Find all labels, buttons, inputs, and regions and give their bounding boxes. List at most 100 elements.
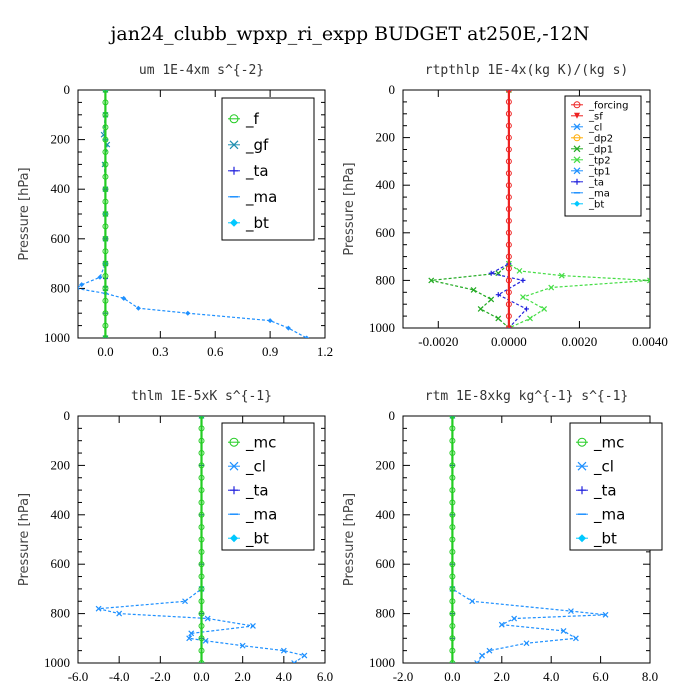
- series-line-dp1: [431, 90, 510, 328]
- panel-title: um 1E-4xm s^{-2}: [139, 63, 264, 78]
- data-point: [548, 284, 555, 291]
- data-point: [488, 270, 494, 276]
- data-point: [488, 296, 495, 303]
- legend-marker: [577, 437, 587, 447]
- data-point: [449, 622, 456, 629]
- legend-label: _dp2: [588, 133, 613, 144]
- data-point: [505, 277, 512, 284]
- series-group: [428, 90, 650, 328]
- data-point: [511, 615, 518, 622]
- data-point: [572, 635, 579, 642]
- legend-marker: [229, 114, 239, 124]
- x-tick-label: -2.0: [150, 669, 171, 684]
- data-point: [102, 335, 109, 338]
- x-tick-label: 0.0040: [632, 334, 668, 349]
- legend-marker: [229, 437, 239, 447]
- legend-label: _ma: [593, 505, 625, 524]
- data-point: [449, 573, 456, 580]
- data-point: [449, 499, 456, 506]
- data-point: [505, 253, 512, 260]
- x-tick-label: 6.0: [592, 669, 608, 684]
- legend-marker: [573, 123, 581, 131]
- x-tick-label: -2.0: [393, 669, 414, 684]
- data-point: [188, 630, 195, 637]
- y-tick-label: 200: [51, 132, 71, 147]
- legend-label: _f: [245, 110, 260, 129]
- legend-marker: [573, 145, 581, 153]
- y-tick-label: 600: [376, 225, 396, 240]
- data-point: [267, 318, 273, 324]
- series-group: [449, 416, 609, 663]
- legend: _forcing_sf_cl_dp2_dp1_tp2_tp1_ta_ma_bt: [564, 95, 642, 217]
- legend-marker: [574, 178, 580, 185]
- data-point: [505, 146, 512, 153]
- x-tick-label: 0.0000: [491, 334, 527, 349]
- data-point: [102, 297, 109, 304]
- x-tick-label: 6.0: [317, 669, 333, 684]
- data-point: [102, 198, 109, 205]
- legend-label: _ta: [245, 481, 269, 500]
- data-point: [102, 186, 109, 193]
- data-point: [560, 627, 567, 634]
- data-point: [523, 640, 530, 647]
- y-tick-label: 1000: [44, 655, 70, 670]
- legend-label: _ma: [588, 188, 610, 199]
- x-tick-label: -0.0020: [418, 334, 458, 349]
- data-point: [449, 635, 456, 642]
- x-tick-label: 8.0: [642, 669, 658, 684]
- data-point: [449, 598, 456, 605]
- data-point: [541, 306, 548, 312]
- data-point: [505, 217, 512, 224]
- y-tick-label: 1000: [44, 330, 70, 345]
- legend: _mc _cl _ta _ma _bt: [569, 422, 663, 551]
- data-point: [520, 294, 526, 300]
- y-tick-label: 800: [376, 606, 396, 621]
- data-point: [291, 660, 298, 663]
- x-tick-label: -4.0: [109, 669, 130, 684]
- data-point: [505, 110, 512, 117]
- legend-marker: [229, 461, 239, 471]
- data-point: [505, 229, 512, 236]
- data-point: [102, 260, 109, 267]
- x-tick-label: 4.0: [543, 669, 559, 684]
- y-tick-label: 0: [389, 82, 396, 97]
- legend-marker: [229, 140, 239, 150]
- x-tick-label: 2.0: [494, 669, 510, 684]
- data-point: [198, 499, 205, 506]
- data-point: [102, 161, 109, 168]
- data-point: [121, 295, 127, 301]
- legend-label: _cl: [593, 457, 614, 476]
- legend-marker: [574, 112, 580, 119]
- x-tick-label: 4.0: [276, 669, 292, 684]
- y-tick-label: 200: [51, 457, 71, 472]
- x-tick-label: 0.9: [262, 344, 278, 359]
- legend-label: _ma: [245, 505, 277, 524]
- y-tick-label: 800: [376, 272, 396, 287]
- data-point: [449, 487, 456, 494]
- x-tick-label: 0.0: [193, 669, 209, 684]
- x-tick-label: 2.0: [235, 669, 251, 684]
- data-point: [505, 90, 512, 93]
- y-tick-label: 400: [51, 507, 71, 522]
- data-point: [280, 647, 287, 654]
- data-point: [198, 622, 205, 629]
- data-point: [647, 277, 650, 284]
- y-axis-label: Pressure [hPa]: [17, 167, 32, 260]
- legend-label: _cl: [588, 122, 602, 133]
- data-point: [470, 286, 477, 293]
- x-tick-label: 0.0: [97, 344, 113, 359]
- legend-marker: [230, 486, 238, 495]
- legend-label: _bt: [593, 529, 617, 548]
- data-point: [469, 598, 476, 605]
- y-tick-label: 200: [376, 130, 396, 145]
- panel-3: thlm 1E-5xK s^{-1} 0 200 400 600 800 1000-6.0 -…: [17, 389, 333, 684]
- legend-marker: [574, 200, 580, 207]
- data-point: [79, 282, 85, 288]
- data-point: [524, 306, 529, 312]
- legend-marker: [578, 486, 586, 495]
- data-point: [95, 605, 102, 612]
- data-point: [505, 194, 512, 201]
- y-tick-label: 800: [51, 606, 71, 621]
- data-point: [198, 561, 205, 568]
